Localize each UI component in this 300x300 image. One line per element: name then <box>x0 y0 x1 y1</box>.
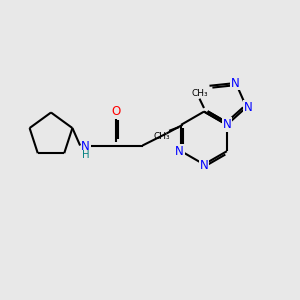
Text: N: N <box>81 140 90 153</box>
Text: N: N <box>231 76 240 89</box>
Text: O: O <box>111 105 120 118</box>
Text: N: N <box>244 100 252 114</box>
Text: N: N <box>200 159 208 172</box>
Text: N: N <box>223 118 231 131</box>
Text: H: H <box>82 150 89 160</box>
Text: CH₃: CH₃ <box>153 132 170 141</box>
Text: N: N <box>175 145 184 158</box>
Text: CH₃: CH₃ <box>191 89 208 98</box>
